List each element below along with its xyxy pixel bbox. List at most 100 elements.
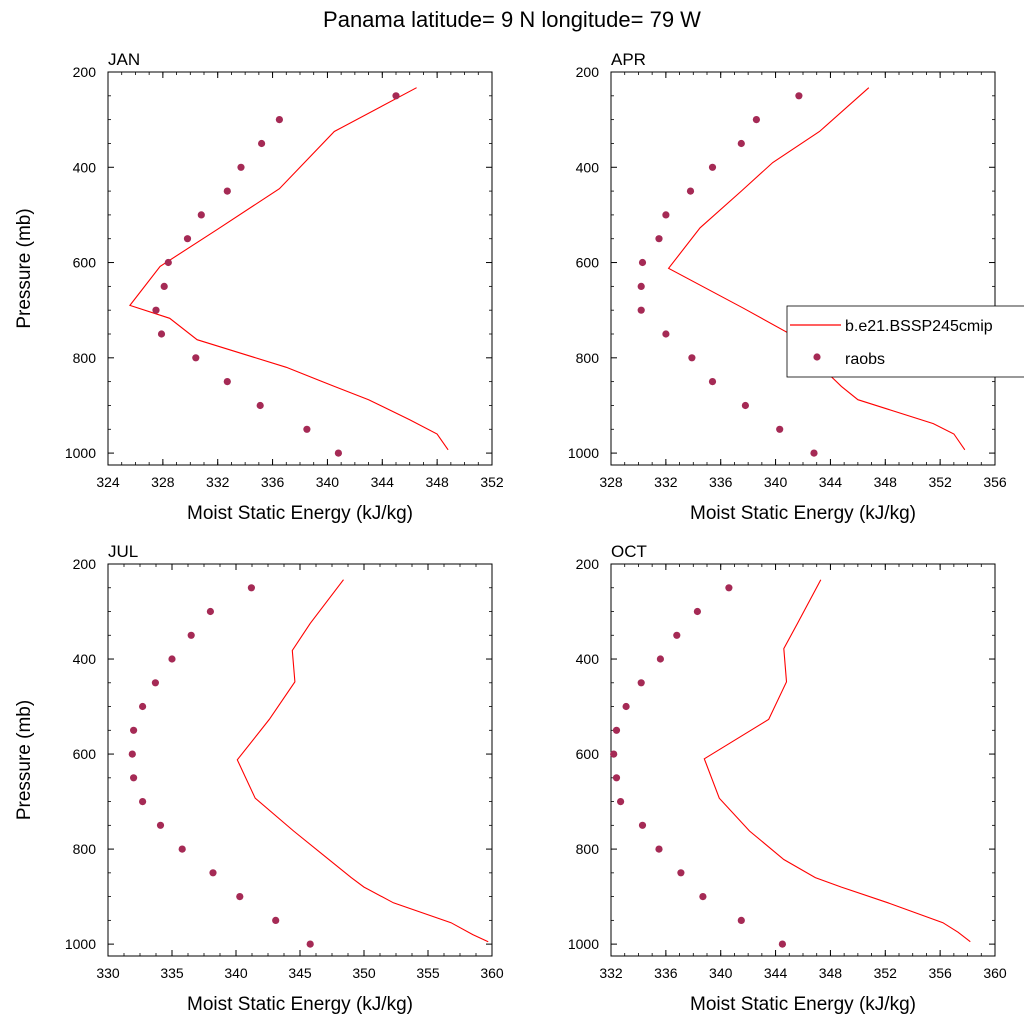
- y-tick-label: 200: [576, 64, 600, 80]
- y-tick-label: 200: [73, 556, 97, 572]
- x-tick-label: 335: [160, 965, 184, 981]
- raobs-point: [247, 584, 255, 592]
- raobs-point: [275, 116, 283, 124]
- raobs-point: [612, 726, 621, 734]
- raobs-point: [737, 139, 745, 148]
- series-line-model: [128, 87, 449, 451]
- y-tick-label: 200: [576, 556, 600, 572]
- raobs-point: [776, 425, 784, 433]
- x-tick-label: 356: [928, 965, 952, 981]
- panel-jan: JAN 324 328 332 336 340 344 348 352 200 400 600 800 1…: [14, 50, 504, 524]
- raobs-point: [662, 330, 670, 338]
- x-axis-title: Moist Static Energy (kJ/kg): [187, 503, 413, 524]
- panel-label: OCT: [611, 542, 647, 561]
- y-tick-label: 800: [73, 350, 97, 366]
- legend-marker-swatch: [813, 353, 821, 361]
- y-tick-label: 400: [73, 651, 97, 667]
- raobs-point: [637, 282, 645, 290]
- y-tick-label: 600: [73, 255, 97, 271]
- raobs-point: [209, 869, 217, 877]
- raobs-point: [610, 750, 618, 758]
- x-tick-label: 360: [480, 965, 504, 981]
- x-tick-label: 344: [764, 965, 788, 981]
- y-tick-label: 600: [576, 255, 600, 271]
- x-tick-label: 350: [352, 965, 376, 981]
- raobs-point: [139, 702, 147, 711]
- raobs-point: [334, 449, 342, 457]
- x-tick-label: 348: [819, 965, 843, 981]
- plot-frame: [610, 563, 996, 957]
- legend-box: [786, 305, 1024, 378]
- raobs-point: [192, 354, 200, 362]
- y-tick-label: 1000: [65, 445, 96, 461]
- raobs-point: [272, 916, 280, 925]
- panels: JAN 324 328 332 336 340 344 348 352 200 400 600 800 1…: [14, 50, 1007, 1015]
- raobs-point: [152, 306, 160, 314]
- x-tick-label: 336: [654, 965, 678, 981]
- raobs-point: [622, 702, 630, 711]
- y-tick-label: 600: [576, 746, 600, 762]
- x-tick-label: 348: [425, 474, 449, 490]
- raobs-point: [303, 425, 311, 433]
- y-tick-label: 400: [576, 651, 600, 667]
- x-axis-title: Moist Static Energy (kJ/kg): [187, 994, 413, 1015]
- raobs-point: [237, 163, 245, 171]
- y-tick-label: 800: [576, 841, 600, 857]
- x-tick-label: 340: [316, 474, 340, 490]
- x-tick-label: 348: [874, 474, 898, 490]
- x-tick-label: 360: [983, 965, 1007, 981]
- raobs-point: [392, 92, 400, 100]
- raobs-point: [130, 774, 138, 782]
- x-tick-label: 332: [599, 965, 623, 981]
- series-line-model: [236, 579, 489, 943]
- x-axis-title: Moist Static Energy (kJ/kg): [690, 503, 916, 524]
- x-tick-label: 336: [709, 474, 733, 490]
- x-tick-label: 355: [416, 965, 440, 981]
- raobs-point: [708, 163, 717, 171]
- x-tick-label: 332: [654, 474, 678, 490]
- raobs-point: [236, 893, 244, 901]
- raobs-point: [725, 584, 733, 592]
- raobs-point: [637, 679, 645, 687]
- panel-oct: OCT 332 336 340 344 348 352 356 360 200 400 600 800 1…: [568, 542, 1007, 1015]
- raobs-point: [178, 845, 186, 853]
- raobs-point: [752, 116, 761, 124]
- raobs-point: [151, 679, 159, 687]
- y-tick-label: 1000: [568, 445, 599, 461]
- raobs-point: [223, 378, 231, 386]
- y-tick-label: 400: [576, 159, 600, 175]
- x-tick-label: 340: [764, 474, 788, 490]
- plot-frame: [107, 71, 493, 466]
- raobs-point: [164, 258, 172, 267]
- x-tick-label: 324: [96, 474, 120, 490]
- plot-frame: [107, 563, 493, 957]
- series-line-model: [703, 579, 971, 943]
- raobs-point: [183, 235, 192, 243]
- x-tick-label: 330: [96, 965, 120, 981]
- raobs-point: [130, 726, 138, 734]
- x-tick-label: 352: [480, 474, 504, 490]
- raobs-point: [156, 821, 165, 829]
- raobs-point: [673, 631, 681, 639]
- raobs-point: [699, 893, 707, 901]
- raobs-point: [187, 631, 195, 639]
- legend: b.e21.BSSP245cmip raobs: [786, 305, 1024, 378]
- raobs-point: [655, 235, 663, 243]
- raobs-point: [612, 774, 621, 782]
- x-tick-label: 328: [151, 474, 175, 490]
- raobs-point: [677, 869, 685, 877]
- y-tick-label: 200: [73, 64, 97, 80]
- legend-entry-model: b.e21.BSSP245cmip: [845, 318, 993, 335]
- panel-apr: APR 328 332 336 340 344 348 352 356 200 400 600 800 1…: [568, 50, 1007, 524]
- panel-label: JAN: [108, 50, 140, 69]
- raobs-point: [795, 92, 803, 100]
- raobs-point: [256, 401, 264, 410]
- x-tick-label: 340: [224, 965, 248, 981]
- raobs-point: [708, 378, 717, 386]
- y-axis-title: Pressure (mb): [14, 208, 35, 328]
- raobs-point: [688, 354, 696, 362]
- x-tick-label: 328: [599, 474, 623, 490]
- x-tick-label: 352: [874, 965, 898, 981]
- y-tick-label: 1000: [568, 936, 599, 952]
- raobs-point: [638, 258, 647, 267]
